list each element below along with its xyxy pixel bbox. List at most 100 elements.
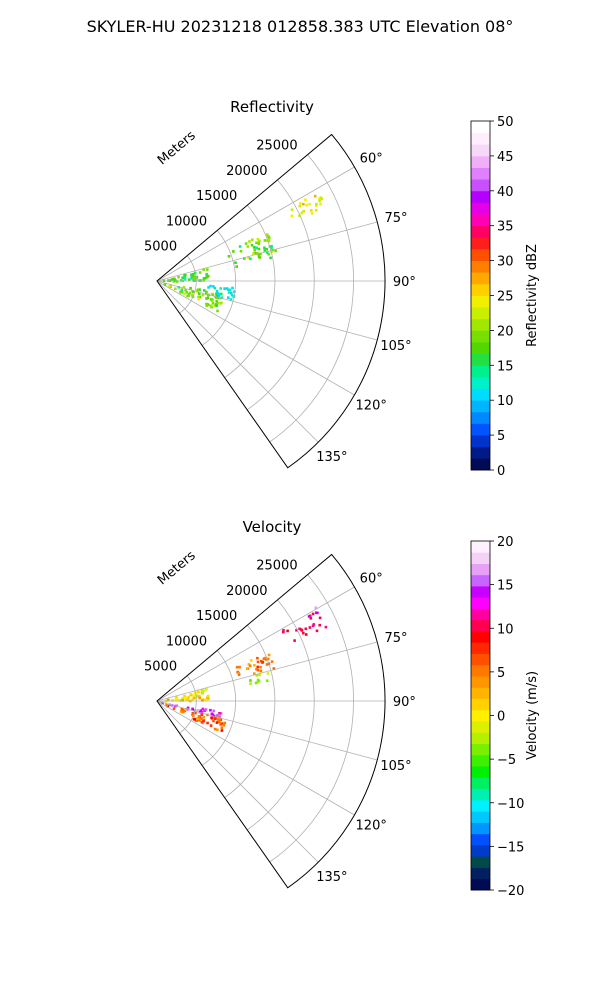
echo-pixel	[186, 706, 190, 710]
colorbar-segment	[471, 190, 490, 203]
colorbar-segment	[471, 295, 490, 308]
echo-pixel	[213, 727, 217, 731]
echo-pixel	[225, 287, 229, 290]
echo-pixel	[175, 696, 178, 699]
echo-pixel	[230, 291, 233, 295]
echo-pixel	[324, 625, 328, 629]
echo-pixel	[219, 723, 222, 726]
echo-pixel	[248, 240, 251, 243]
echo-pixel	[215, 292, 218, 296]
colorbar-segment	[471, 608, 490, 621]
echo-pixel	[193, 275, 196, 279]
colorbar-segment	[471, 318, 490, 331]
echo-pixel	[213, 286, 217, 290]
echo-pixel	[181, 697, 184, 700]
echo-pixel	[186, 294, 189, 298]
echo-pixel	[179, 699, 183, 702]
reflectivity-panel: Reflectivity60°75°90°105°120°135°5000100…	[144, 98, 540, 479]
radar-echoes	[161, 606, 328, 732]
colorbar-segment	[471, 574, 490, 587]
echo-pixel	[190, 277, 193, 280]
colorbar-segment	[471, 664, 490, 677]
azimuth-spoke	[156, 280, 355, 396]
echo-pixel	[192, 696, 196, 700]
echo-pixel	[180, 287, 184, 291]
echo-pixel	[249, 682, 252, 685]
range-ring	[224, 204, 276, 378]
colorbar-segment	[471, 155, 490, 168]
echo-region	[164, 688, 211, 703]
colorbar-segment	[471, 400, 490, 413]
colorbar-segment	[471, 458, 490, 471]
echo-pixel	[252, 246, 256, 249]
colorbar-segment	[471, 376, 490, 389]
echo-pixel	[177, 275, 180, 279]
polar-grid	[156, 154, 385, 443]
echo-pixel	[270, 660, 274, 663]
echo-pixel	[256, 660, 260, 664]
echo-region	[249, 672, 270, 685]
echo-pixel	[182, 286, 186, 289]
azimuth-tick-label: 105°	[380, 339, 411, 354]
colorbar-tick-label: 45	[497, 150, 514, 165]
azimuth-spoke	[156, 280, 319, 443]
colorbar-segment	[471, 676, 490, 688]
colorbar: −20 −15 −10 −5 0 5 10 15 20 Velocity (m/s)	[470, 535, 540, 899]
range-ring	[246, 599, 315, 831]
echo-pixel	[205, 290, 208, 294]
echo-pixel	[172, 280, 176, 283]
echo-pixel	[180, 288, 184, 292]
echo-pixel	[206, 275, 209, 279]
echo-pixel	[270, 247, 273, 250]
colorbar-tick-label: 15	[497, 359, 514, 374]
figure-suptitle: SKYLER-HU 20231218 012858.383 UTC Elevat…	[87, 17, 514, 36]
echo-pixel	[191, 273, 195, 277]
echo-pixel	[314, 606, 318, 609]
echo-pixel	[184, 696, 188, 699]
panel-title: Reflectivity	[230, 98, 314, 116]
colorbar-segment	[471, 732, 490, 745]
echo-pixel	[309, 617, 313, 620]
colorbar-tick-label: 10	[497, 622, 514, 637]
echo-pixel	[245, 667, 249, 670]
echo-pixel	[199, 709, 203, 712]
echo-pixel	[239, 250, 243, 253]
echo-pixel	[216, 728, 219, 731]
echo-pixel	[197, 297, 200, 301]
echo-pixel	[248, 664, 252, 668]
echo-pixel	[163, 283, 167, 286]
echo-pixel	[189, 286, 192, 290]
colorbar-segment	[471, 552, 490, 564]
echo-pixel	[215, 721, 219, 724]
echo-pixel	[219, 302, 222, 305]
echo-pixel	[310, 212, 314, 215]
echo-pixel	[188, 291, 192, 295]
echo-pixel	[183, 694, 186, 698]
azimuth-spoke	[156, 700, 355, 816]
echo-pixel	[212, 714, 216, 718]
echo-pixel	[191, 698, 194, 701]
echo-pixel	[169, 284, 173, 287]
echo-pixel	[318, 197, 321, 201]
echo-pixel	[209, 298, 213, 301]
echo-pixel	[267, 239, 271, 243]
echo-pixel	[188, 278, 191, 281]
colorbar-segment	[471, 844, 490, 857]
echo-pixel	[299, 202, 302, 205]
echo-pixel	[257, 253, 261, 256]
range-tick-label: 10000	[166, 215, 207, 230]
echo-pixel	[201, 707, 205, 711]
echo-pixel	[209, 284, 212, 288]
echo-pixel	[192, 277, 196, 280]
range-ring	[269, 574, 354, 863]
echo-pixel	[227, 291, 231, 294]
range-tick-label: 15000	[196, 609, 237, 624]
echo-pixel	[267, 236, 271, 240]
echo-pixel	[215, 290, 219, 293]
colorbar-segment	[471, 435, 490, 448]
echo-pixel	[256, 665, 259, 669]
echo-pixel	[270, 245, 273, 248]
echo-pixel	[227, 255, 231, 258]
echo-pixel	[182, 710, 185, 713]
echo-pixel	[196, 288, 199, 292]
